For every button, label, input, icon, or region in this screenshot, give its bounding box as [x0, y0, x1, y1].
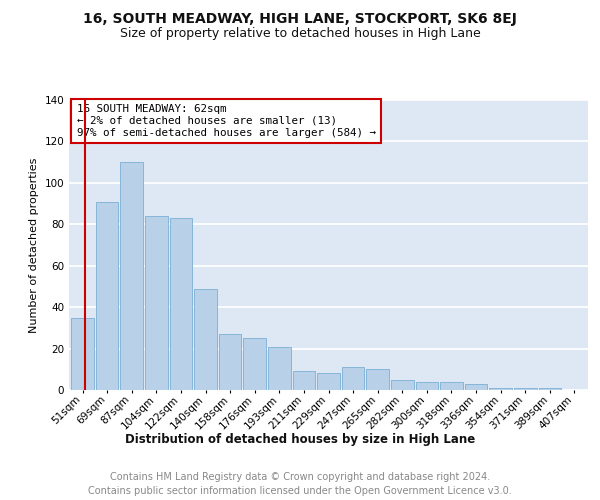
Bar — [244, 338, 266, 390]
Bar — [416, 382, 438, 390]
Bar — [539, 388, 561, 390]
Bar — [96, 202, 118, 390]
Text: Contains HM Land Registry data © Crown copyright and database right 2024.
Contai: Contains HM Land Registry data © Crown c… — [88, 472, 512, 496]
Bar — [367, 370, 389, 390]
Bar — [465, 384, 487, 390]
Bar — [514, 388, 536, 390]
Bar — [268, 346, 290, 390]
Text: 16 SOUTH MEADWAY: 62sqm
← 2% of detached houses are smaller (13)
97% of semi-det: 16 SOUTH MEADWAY: 62sqm ← 2% of detached… — [77, 104, 376, 138]
Text: Distribution of detached houses by size in High Lane: Distribution of detached houses by size … — [125, 432, 475, 446]
Bar — [317, 374, 340, 390]
Text: Size of property relative to detached houses in High Lane: Size of property relative to detached ho… — [119, 28, 481, 40]
Bar — [121, 162, 143, 390]
Bar — [71, 318, 94, 390]
Bar — [219, 334, 241, 390]
Bar — [490, 388, 512, 390]
Bar — [391, 380, 413, 390]
Bar — [170, 218, 192, 390]
Text: 16, SOUTH MEADWAY, HIGH LANE, STOCKPORT, SK6 8EJ: 16, SOUTH MEADWAY, HIGH LANE, STOCKPORT,… — [83, 12, 517, 26]
Bar — [342, 367, 364, 390]
Y-axis label: Number of detached properties: Number of detached properties — [29, 158, 39, 332]
Bar — [145, 216, 167, 390]
Bar — [194, 288, 217, 390]
Bar — [293, 372, 315, 390]
Bar — [440, 382, 463, 390]
